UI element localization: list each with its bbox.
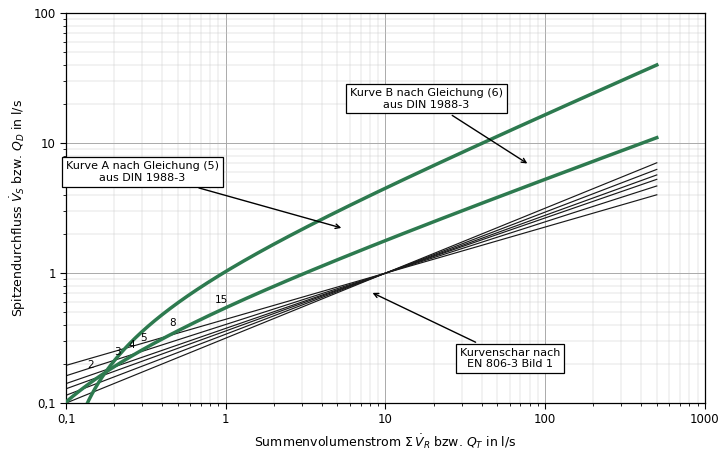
Text: 3: 3 [114, 347, 121, 358]
Text: 5: 5 [140, 333, 146, 343]
Text: Kurve A nach Gleichung (5)
aus DIN 1988-3: Kurve A nach Gleichung (5) aus DIN 1988-… [66, 161, 340, 229]
Text: 15: 15 [215, 295, 228, 305]
X-axis label: Summenvolumenstrom $\Sigma\,\dot{V}_R$ bzw. $Q_T$ in l/s: Summenvolumenstrom $\Sigma\,\dot{V}_R$ b… [254, 432, 517, 451]
Text: 4: 4 [128, 341, 135, 350]
Text: 2: 2 [87, 359, 93, 369]
Text: 8: 8 [169, 318, 175, 328]
Text: Kurve B nach Gleichung (6)
aus DIN 1988-3: Kurve B nach Gleichung (6) aus DIN 1988-… [349, 88, 526, 162]
Text: Kurvenschar nach
EN 806-3 Bild 1: Kurvenschar nach EN 806-3 Bild 1 [374, 293, 560, 369]
Y-axis label: Spitzendurchfluss $\dot{V}_S$ bzw. $Q_D$ in l/s: Spitzendurchfluss $\dot{V}_S$ bzw. $Q_D$… [8, 99, 28, 317]
